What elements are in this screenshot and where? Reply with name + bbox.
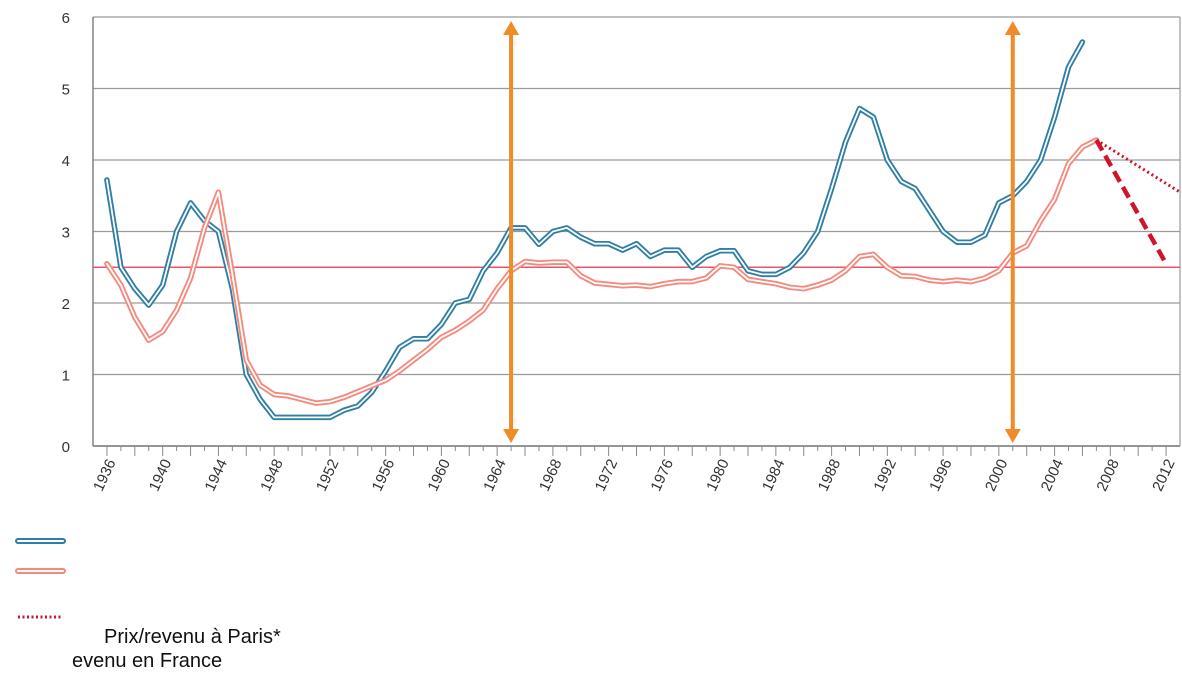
projection-dashed-line	[1094, 138, 1169, 265]
legend-label-france: evenu en France	[72, 650, 223, 672]
projections-group	[1094, 138, 1181, 265]
series-2-line	[104, 137, 1100, 406]
x-tick-label: 1988	[815, 457, 845, 494]
x-tick-label: 2008	[1093, 457, 1123, 494]
y-tick-label: 0	[62, 439, 70, 456]
x-tick-label: 1960	[425, 457, 455, 494]
x-tick-label: 1972	[592, 457, 622, 494]
x-tick-label: 1940	[146, 457, 176, 494]
x-tick-label: 1948	[257, 457, 287, 494]
x-tick-label: 1980	[703, 457, 733, 494]
x-tick-label: 1996	[926, 457, 956, 494]
legend-swatches	[15, 538, 66, 619]
x-tick-label: 1964	[480, 457, 510, 494]
x-tick-label: 1984	[759, 457, 789, 494]
marker-arrow-head-up	[503, 21, 520, 35]
y-tick-label: 5	[62, 82, 70, 99]
x-tick-label: 1956	[369, 457, 399, 494]
legend-label-paris: Prix/revenu à Paris*	[104, 626, 281, 648]
series-2-core	[106, 139, 1098, 405]
y-tick-label: 3	[62, 225, 70, 242]
x-tick-label: 2012	[1149, 457, 1179, 494]
y-tick-label: 1	[62, 368, 70, 385]
y-tick-label: 6	[62, 10, 70, 27]
series-1-core	[106, 41, 1084, 419]
marker-arrow-head-down	[503, 429, 520, 443]
series-1-line	[104, 39, 1086, 421]
grid	[93, 16, 1180, 447]
y-tick-label: 2	[62, 296, 70, 313]
x-tick-label: 1936	[90, 457, 120, 494]
x-tick-label: 1976	[647, 457, 677, 494]
marker-arrow-head-down	[1004, 429, 1021, 443]
x-tick-label: 2004	[1038, 457, 1068, 494]
x-tick-label: 1992	[870, 457, 900, 494]
x-tick-label: 2000	[982, 457, 1012, 494]
y-tick-label: 4	[62, 153, 70, 170]
x-tick-label: 1944	[202, 457, 232, 494]
projection-dotted-line	[1095, 138, 1181, 194]
marker-arrow-head-up	[1004, 21, 1021, 35]
axes	[92, 17, 1181, 456]
x-tick-label: 1952	[313, 457, 343, 494]
markers-group	[503, 21, 1021, 443]
x-tick-label: 1968	[536, 457, 566, 494]
series-group	[104, 39, 1100, 421]
